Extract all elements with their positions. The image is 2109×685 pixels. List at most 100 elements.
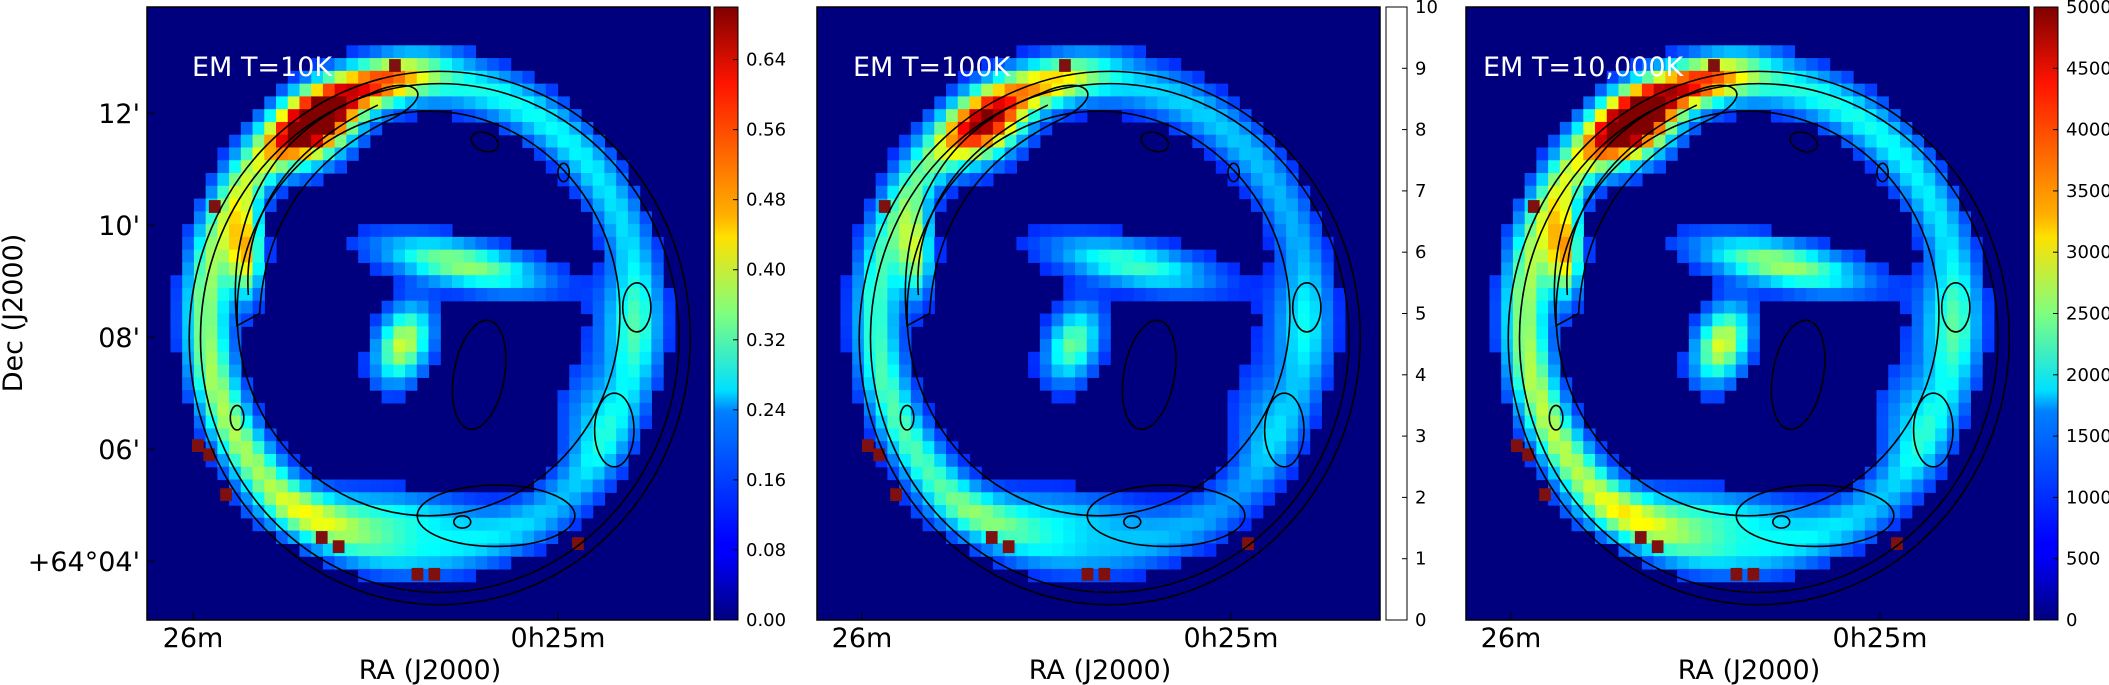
x-tick-label: 0h25m bbox=[1833, 623, 1928, 654]
heatmap-cell bbox=[592, 313, 606, 327]
heatmap-cell bbox=[229, 224, 242, 238]
heatmap-cell bbox=[604, 441, 617, 455]
heatmap-cell bbox=[217, 236, 230, 251]
heatmap-cell bbox=[592, 492, 606, 506]
heatmap-cell bbox=[1982, 300, 1995, 315]
heatmap-cell bbox=[910, 147, 924, 161]
heatmap-cell bbox=[1028, 134, 1041, 149]
heatmap-cell bbox=[1735, 83, 1749, 97]
heatmap-cell bbox=[1262, 287, 1276, 302]
heatmap-cell bbox=[405, 492, 418, 506]
heatmap-cell bbox=[1536, 160, 1549, 174]
heatmap-cell bbox=[217, 287, 230, 302]
heatmap-cell bbox=[934, 505, 947, 519]
heatmap-cell bbox=[416, 326, 430, 340]
colorbar-tick-label: 0 bbox=[1415, 610, 1426, 631]
heatmap-cell bbox=[1794, 58, 1807, 72]
colorbar-tick-label: 2500 bbox=[2066, 304, 2109, 325]
heatmap-cell bbox=[1028, 364, 1041, 378]
heatmap-cell bbox=[381, 300, 394, 315]
heatmap-cell bbox=[1876, 479, 1889, 493]
heatmap-cell bbox=[604, 275, 617, 289]
heatmap-cell bbox=[1145, 58, 1158, 72]
heatmap-cell bbox=[229, 441, 242, 455]
heatmap-cell bbox=[193, 198, 207, 212]
heatmap-cell bbox=[875, 326, 888, 340]
heatmap-cell bbox=[922, 287, 935, 302]
heatmap-cell bbox=[358, 70, 371, 85]
heatmap-cell bbox=[899, 479, 912, 493]
heatmap-cell bbox=[1806, 275, 1819, 289]
heatmap-cell bbox=[1110, 505, 1123, 519]
heatmap-cell bbox=[1501, 300, 1514, 315]
heatmap-cell bbox=[1297, 287, 1311, 302]
heatmap-cell bbox=[1958, 402, 1971, 417]
heatmap-cell bbox=[416, 287, 430, 302]
heatmap-cell bbox=[1239, 287, 1252, 302]
heatmap-cell bbox=[1747, 556, 1760, 570]
heatmap-cell bbox=[217, 351, 230, 366]
heatmap-cell bbox=[1759, 70, 1772, 85]
heatmap-cell bbox=[1297, 211, 1311, 225]
heatmap-cell bbox=[957, 70, 971, 85]
heatmap-cell bbox=[887, 287, 900, 302]
heatmap-cell bbox=[1817, 109, 1831, 123]
heatmap-cell bbox=[969, 134, 982, 149]
heatmap-cell bbox=[557, 275, 570, 289]
contour-line bbox=[1140, 131, 1170, 153]
heatmap-cell bbox=[252, 479, 265, 493]
heatmap-cell bbox=[1215, 262, 1229, 276]
heatmap-cell bbox=[463, 543, 477, 557]
heatmap-cell bbox=[1806, 517, 1819, 532]
heatmap-cell bbox=[1724, 45, 1737, 59]
heatmap-cell bbox=[522, 505, 535, 519]
heatmap-cell bbox=[487, 517, 500, 532]
heatmap-cell bbox=[1168, 287, 1182, 302]
heatmap-cell bbox=[1215, 287, 1229, 302]
heatmap-cell bbox=[616, 339, 629, 353]
heatmap-cell bbox=[1559, 441, 1573, 455]
heatmap-cell bbox=[1899, 134, 1913, 149]
heatmap-cell bbox=[534, 517, 547, 532]
heatmap-cell bbox=[475, 275, 488, 289]
heatmap-cell bbox=[1700, 339, 1713, 353]
outlier-pixel bbox=[878, 200, 891, 213]
heatmap-cell bbox=[1571, 441, 1584, 455]
heatmap-cell bbox=[1899, 326, 1913, 340]
heatmap-cell bbox=[639, 339, 652, 353]
heatmap-cell bbox=[358, 364, 371, 378]
heatmap-cell bbox=[1958, 236, 1971, 251]
heatmap-cell bbox=[1911, 339, 1925, 353]
outlier-pixel bbox=[873, 448, 885, 462]
heatmap-cell bbox=[1536, 364, 1549, 378]
heatmap-cell bbox=[1677, 109, 1690, 123]
heatmap-cell bbox=[1923, 275, 1936, 289]
heatmap-cell bbox=[1677, 505, 1690, 519]
heatmap-cell bbox=[1888, 287, 1901, 302]
heatmap-cell bbox=[1935, 428, 1948, 442]
heatmap-cell bbox=[1524, 287, 1537, 302]
heatmap-cell bbox=[1782, 543, 1796, 557]
heatmap-cell bbox=[498, 262, 512, 276]
heatmap-cell bbox=[1274, 160, 1287, 174]
heatmap-cell bbox=[264, 466, 277, 481]
heatmap-cell bbox=[393, 326, 406, 340]
heatmap-cell bbox=[1512, 275, 1526, 289]
heatmap-cell bbox=[369, 70, 383, 85]
heatmap-cell bbox=[1595, 505, 1608, 519]
heatmap-cell bbox=[1536, 453, 1549, 468]
heatmap-cell bbox=[1168, 517, 1182, 532]
heatmap-cell bbox=[1724, 313, 1737, 327]
heatmap-cell bbox=[922, 441, 935, 455]
heatmap-cell bbox=[875, 390, 888, 404]
heatmap-cell bbox=[229, 479, 242, 493]
outlier-pixel bbox=[1511, 439, 1523, 452]
heatmap-cell bbox=[545, 147, 559, 161]
heatmap-cell bbox=[580, 287, 594, 302]
heatmap-cell bbox=[1677, 45, 1690, 59]
heatmap-cell bbox=[875, 275, 888, 289]
heatmap-cell bbox=[182, 249, 195, 264]
heatmap-cell bbox=[1759, 83, 1772, 97]
heatmap-cell bbox=[1098, 83, 1111, 97]
heatmap-cell bbox=[369, 249, 383, 264]
